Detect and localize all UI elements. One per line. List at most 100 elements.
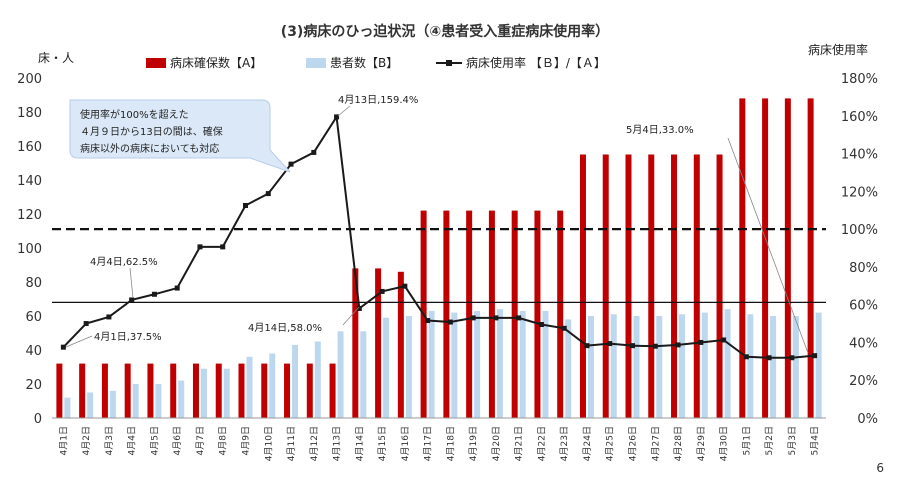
bar-beds	[147, 363, 154, 418]
bar-beds	[716, 154, 723, 418]
bar-beds	[124, 363, 131, 418]
usage-point	[584, 343, 590, 349]
legend-swatch-patients	[306, 58, 326, 68]
x-tick-label: 4月16日	[400, 426, 411, 461]
right-tick-label: 40%	[849, 336, 878, 351]
bar-beds	[352, 268, 359, 418]
bar-patients	[292, 344, 299, 418]
usage-point	[812, 353, 818, 359]
bar-beds	[534, 210, 541, 418]
bar-patients	[428, 310, 435, 418]
left-tick-label: 180	[17, 106, 42, 121]
bar-patients	[383, 317, 390, 418]
usage-point	[721, 337, 727, 343]
right-tick-label: 60%	[849, 299, 878, 314]
x-tick-label: 4月30日	[719, 426, 730, 461]
bar-beds	[397, 271, 404, 418]
bar-beds	[807, 98, 814, 419]
bar-patients	[633, 316, 640, 418]
callout-leader-apr1	[65, 335, 93, 348]
x-tick-label: 4月9日	[241, 426, 252, 455]
x-tick-label: 5月4日	[810, 426, 821, 455]
left-tick-label: 200	[17, 72, 42, 87]
legend-marker-usage	[446, 60, 452, 66]
x-axis-ticks: 4月1日 4月2日 4月3日 4月4日 4月5日 4月6日 4月7日 4月8日 4月9日 4月10…	[58, 426, 820, 461]
usage-point	[265, 191, 271, 197]
x-tick-label: 4月8日	[218, 426, 229, 455]
x-tick-label: 4月3日	[104, 426, 115, 455]
x-tick-label: 4月14日	[354, 426, 365, 461]
right-tick-label: 180%	[841, 72, 878, 87]
usage-point	[220, 244, 226, 250]
bar-patients	[815, 312, 822, 418]
bar-patients	[178, 380, 185, 418]
x-tick-label: 4月12日	[309, 426, 320, 461]
bar-patients	[656, 316, 663, 418]
bar-patients	[587, 316, 594, 418]
left-axis-ticks: 0 20 40 60 80 100 120 140 160 180 200	[17, 72, 42, 427]
right-tick-label: 80%	[849, 261, 878, 276]
note-bubble	[69, 99, 291, 173]
right-tick-label: 100%	[841, 223, 878, 238]
right-tick-label: 120%	[841, 185, 878, 200]
bar-patients	[451, 312, 458, 418]
left-tick-label: 60	[25, 310, 42, 325]
chart-title: (3)病床のひっ迫状況（④患者受入重症病床使用率）	[281, 23, 609, 40]
x-tick-label: 4月27日	[650, 426, 661, 461]
x-tick-label: 5月1日	[741, 426, 752, 455]
right-tick-label: 160%	[841, 110, 878, 125]
bar-beds	[101, 363, 108, 418]
reference-lines	[52, 228, 826, 303]
x-tick-label: 4月10日	[263, 426, 274, 461]
bar-patients	[792, 316, 799, 418]
x-tick-label: 4月21日	[514, 426, 525, 461]
right-axis-label: 病床使用率	[808, 42, 868, 57]
callout-apr14: 4月14日,58.0%	[248, 322, 322, 334]
x-tick-label: 4月7日	[195, 426, 206, 455]
left-tick-label: 40	[25, 344, 42, 359]
note-callout: 使用率が100%を超えた ４月９日から13日の間は、確保 病床以外の病床において…	[69, 99, 291, 173]
bar-beds	[329, 363, 336, 418]
usage-point	[675, 342, 681, 348]
x-tick-label: 4月24日	[582, 426, 593, 461]
left-tick-label: 160	[17, 140, 42, 155]
bar-beds	[79, 363, 86, 418]
usage-point	[288, 161, 294, 167]
bar-beds	[511, 210, 518, 418]
bar-beds	[261, 363, 268, 418]
x-tick-label: 4月11日	[286, 426, 297, 461]
usage-point	[60, 344, 66, 350]
usage-point	[129, 297, 135, 303]
x-tick-label: 4月22日	[536, 426, 547, 461]
right-tick-label: 140%	[841, 148, 878, 163]
annotations: 4月13日,159.4% 4月4日,62.5% 4月1日,37.5% 4月14日…	[65, 94, 809, 354]
legend: 病床確保数【A】 患者数【B】 病床使用率 【Ｂ】/【Ａ】	[146, 55, 606, 70]
left-tick-label: 80	[25, 276, 42, 291]
callout-apr13: 4月13日,159.4%	[338, 94, 418, 106]
usage-point	[743, 354, 749, 360]
bar-beds	[56, 363, 63, 418]
bar-patients	[246, 356, 253, 418]
usage-point	[311, 149, 317, 155]
callout-leader-apr4	[129, 267, 134, 299]
usage-point	[607, 341, 613, 347]
right-axis-ticks: 0% 20% 40% 60% 80% 100% 120% 140% 160% 180%	[841, 72, 878, 427]
left-tick-label: 0	[34, 412, 42, 427]
bar-patients	[770, 316, 777, 418]
bar-beds	[625, 154, 632, 418]
usage-point	[447, 319, 453, 325]
bar-patients	[64, 397, 71, 418]
usage-point	[83, 321, 89, 327]
x-tick-label: 4月29日	[696, 426, 707, 461]
note-line-3: 病床以外の病床においても対応	[80, 142, 219, 155]
page-number: 6	[876, 461, 884, 475]
bar-patients	[269, 353, 276, 418]
usage-point	[243, 203, 248, 208]
x-tick-label: 4月13日	[332, 426, 343, 461]
bar-patients	[474, 310, 481, 418]
bar-patients	[155, 384, 162, 418]
x-tick-label: 4月2日	[81, 426, 92, 455]
usage-point	[334, 114, 340, 120]
bar-patients	[87, 392, 94, 418]
usage-point	[516, 315, 522, 321]
